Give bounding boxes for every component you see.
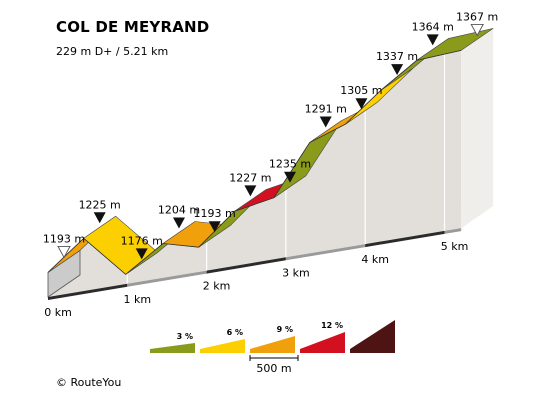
km-band — [127, 270, 207, 287]
legend-label: 12 % — [321, 321, 343, 330]
elevation-label: 1204 m — [158, 204, 200, 217]
elevation-label: 1193 m — [43, 232, 85, 245]
km-tick-label: 1 km — [124, 293, 152, 306]
km-tick-label: 3 km — [282, 266, 310, 279]
elevation-label: 1367 m — [456, 10, 498, 23]
chart-title: COL DE MEYRAND — [56, 18, 210, 36]
km-band — [444, 228, 462, 234]
elevation-label: 1291 m — [305, 102, 347, 115]
elevation-label: 1193 m — [194, 207, 236, 220]
elevation-marker — [93, 212, 106, 224]
km-band — [285, 244, 366, 261]
elevation-marker — [208, 221, 221, 233]
km-tick-label: 0 km — [44, 306, 72, 319]
elevation-label: 1364 m — [412, 20, 454, 33]
legend-swatch — [200, 339, 245, 353]
profile-outline — [47, 50, 462, 275]
elevation-marker — [426, 34, 439, 46]
elevation-label: 1235 m — [269, 158, 311, 171]
km-tick-label: 4 km — [361, 253, 389, 266]
legend-label: 3 % — [177, 332, 193, 341]
elevation-marker — [391, 64, 404, 76]
elevation-marker — [244, 185, 257, 197]
elevation-label: 1227 m — [229, 171, 271, 184]
legend-swatch — [350, 320, 395, 353]
elevation-label: 1337 m — [376, 50, 418, 63]
end-marker — [470, 23, 484, 37]
legend-swatch — [150, 343, 195, 353]
elevation-marker — [135, 248, 148, 260]
km-band — [206, 257, 286, 274]
km-tick-label: 2 km — [203, 280, 231, 293]
legend-swatch — [250, 336, 295, 353]
elevation-label: 1176 m — [121, 234, 163, 247]
chart-subtitle: 229 m D+ / 5.21 km — [56, 45, 169, 58]
elevation-marker — [173, 217, 185, 229]
elevation-marker — [284, 171, 296, 183]
start-marker — [57, 245, 71, 259]
km-band — [365, 230, 445, 248]
scale-bar-label: 500 m — [256, 362, 291, 375]
km-band — [48, 283, 128, 300]
legend-label: 9 % — [277, 325, 293, 334]
legend-swatch — [300, 332, 345, 353]
elevation-marker — [319, 116, 332, 128]
legend-label: 6 % — [227, 328, 243, 337]
profile-end-face — [461, 28, 494, 229]
elevation-marker — [355, 98, 368, 110]
profile-wall — [48, 50, 462, 298]
elevation-label: 1305 m — [340, 84, 382, 97]
elevation-label: 1225 m — [79, 198, 121, 211]
km-tick-label: 5 km — [441, 240, 469, 253]
copyright-credit: © RouteYou — [56, 376, 122, 389]
